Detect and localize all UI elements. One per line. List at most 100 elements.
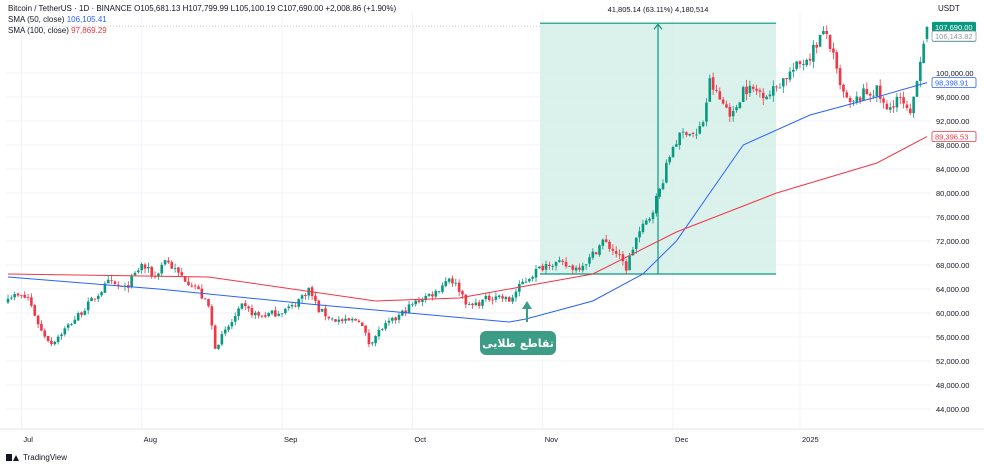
candle-body bbox=[898, 97, 902, 99]
candle-body bbox=[838, 68, 842, 86]
candle-body bbox=[187, 281, 190, 286]
candle-body bbox=[718, 91, 722, 100]
candle-body bbox=[882, 98, 885, 103]
candle-body bbox=[304, 294, 307, 297]
candle-body bbox=[377, 330, 381, 337]
sma50-value: 106,105.41 bbox=[66, 15, 107, 24]
currency-label[interactable]: USDT bbox=[938, 4, 960, 13]
candle-body bbox=[852, 100, 855, 102]
candle-body bbox=[705, 102, 708, 122]
candle-body bbox=[802, 64, 805, 65]
candle-body bbox=[260, 315, 264, 317]
candle-body bbox=[334, 319, 337, 322]
candle-body bbox=[183, 276, 187, 282]
time-axis[interactable]: Jul Aug Sep Oct Nov Dec 2025 bbox=[0, 428, 984, 444]
legend-symbol-row: Bitcoin / TetherUS · 1D · BINANCE O105,6… bbox=[8, 3, 396, 14]
candle-body bbox=[130, 275, 133, 288]
candle-body bbox=[661, 183, 665, 190]
candle-body bbox=[474, 302, 478, 306]
candle-body bbox=[735, 107, 738, 111]
measure-tool[interactable]: 41,805.14 (63.11%) 4,180,514 bbox=[8, 2, 776, 275]
candle-body bbox=[608, 241, 611, 249]
candle-body bbox=[217, 344, 220, 349]
candle-body bbox=[320, 309, 324, 312]
candle-body bbox=[230, 322, 234, 327]
candle-body bbox=[113, 281, 117, 285]
price-tags: 107,690.0014:54:56106,143.8298,398.9189,… bbox=[931, 21, 977, 143]
candle-body bbox=[828, 35, 832, 49]
candle-body bbox=[574, 267, 578, 271]
candle-body bbox=[875, 85, 879, 97]
candle-body bbox=[223, 329, 227, 334]
candle-body bbox=[765, 96, 768, 100]
candle-body bbox=[147, 267, 150, 269]
candle-body bbox=[538, 266, 541, 269]
price-tick-label: 60,000.00 bbox=[936, 309, 969, 318]
candle-body bbox=[317, 300, 321, 313]
candle-body bbox=[347, 318, 351, 321]
price-tick-label: 48,000.00 bbox=[936, 381, 969, 390]
candle-body bbox=[761, 92, 765, 99]
candle-body bbox=[648, 218, 651, 221]
measure-label: 41,805.14 (63.11%) 4,180,514 bbox=[608, 5, 709, 14]
candle-body bbox=[912, 96, 915, 114]
candle-body bbox=[220, 334, 224, 345]
candle-body bbox=[103, 283, 107, 293]
candle-body bbox=[290, 304, 294, 307]
measure-label-background bbox=[601, 2, 715, 17]
candle-body bbox=[110, 280, 113, 282]
golden-cross-annotation[interactable]: تقاطع طلایی bbox=[480, 301, 556, 355]
candle-body bbox=[441, 285, 444, 292]
candle-body bbox=[778, 87, 782, 89]
sma50-label: SMA (50, close) bbox=[8, 15, 65, 24]
candle-body bbox=[564, 261, 568, 267]
candle-body bbox=[701, 122, 705, 127]
candle-body bbox=[795, 61, 798, 69]
candle-body bbox=[270, 310, 274, 314]
legend-sma100-row[interactable]: SMA (100, close) 97,869.29 bbox=[8, 25, 396, 36]
grid-lines bbox=[6, 12, 931, 428]
sma100-line bbox=[7, 136, 928, 302]
candle-body bbox=[591, 251, 595, 258]
candle-body bbox=[30, 297, 33, 306]
candle-body bbox=[925, 26, 929, 39]
candle-body bbox=[173, 268, 177, 269]
price-axis[interactable]: 44,000.00 48,000.00 52,000.00 56,000.00 60,0… bbox=[936, 69, 974, 414]
sma100-value: 97,869.29 bbox=[71, 26, 107, 35]
candle-body bbox=[177, 267, 180, 273]
chart-legend: Bitcoin / TetherUS · 1D · BINANCE O105,6… bbox=[8, 3, 396, 36]
candle-body bbox=[66, 324, 70, 328]
tradingview-footer[interactable]: TradingView bbox=[6, 453, 67, 462]
candle-body bbox=[698, 126, 702, 134]
candle-body bbox=[919, 61, 922, 82]
candle-body bbox=[233, 316, 237, 322]
candle-body bbox=[80, 312, 83, 315]
candle-body bbox=[792, 69, 795, 72]
legend-sma50-row[interactable]: SMA (50, close) 106,105.41 bbox=[8, 14, 396, 25]
candle-body bbox=[832, 48, 835, 53]
candle-body bbox=[424, 295, 428, 301]
candle-body bbox=[100, 292, 103, 296]
candle-body bbox=[407, 304, 411, 313]
price-tick-label: 68,000.00 bbox=[936, 261, 969, 270]
candle-body bbox=[782, 78, 785, 87]
candle-body bbox=[6, 298, 10, 303]
sma50-price-tag-bg bbox=[931, 77, 977, 89]
candle-body bbox=[143, 264, 147, 269]
sma100-price-tag: 89,396.53 bbox=[935, 133, 968, 142]
candle-body bbox=[922, 43, 925, 64]
candle-body bbox=[391, 317, 394, 321]
candle-body bbox=[167, 260, 170, 263]
annotation-label: تقاطع طلایی bbox=[482, 337, 554, 350]
candle-body bbox=[467, 304, 471, 305]
candle-body bbox=[86, 301, 90, 311]
candle-body bbox=[46, 335, 50, 342]
price-tick-label: 72,000.00 bbox=[936, 237, 969, 246]
sma100-label: SMA (100, close) bbox=[8, 26, 69, 35]
candle-body bbox=[665, 162, 668, 183]
candle-body bbox=[614, 251, 618, 254]
candle-body bbox=[561, 260, 565, 262]
candle-body bbox=[594, 252, 598, 255]
